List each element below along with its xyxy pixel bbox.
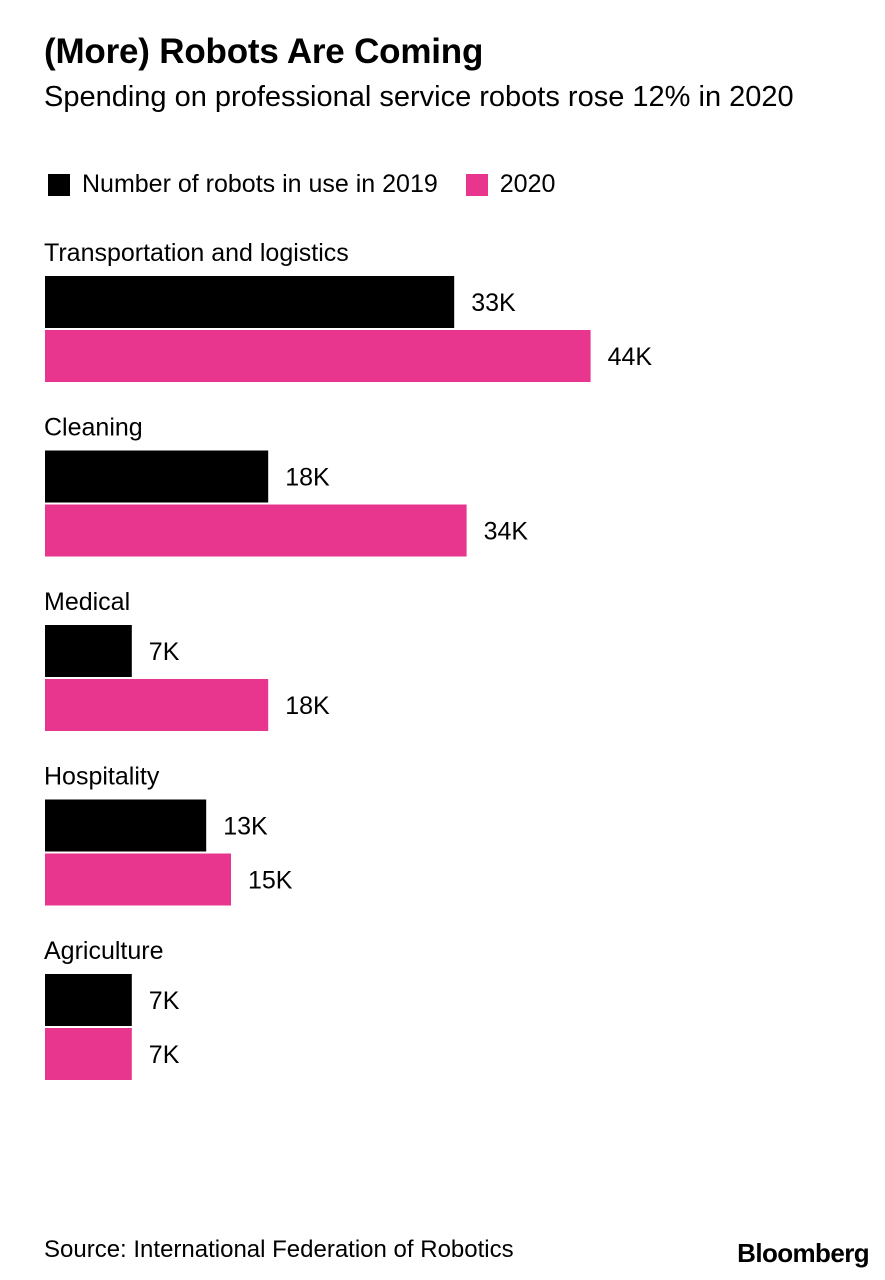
value-label-hospitality-2019: 13K — [223, 813, 268, 841]
chart-subtitle: Spending on professional service robots … — [44, 81, 794, 113]
category-label-cleaning: Cleaning — [44, 414, 143, 442]
source-note: Source: International Federation of Robo… — [44, 1236, 514, 1263]
category-label-transportation-and-logistics: Transportation and logistics — [44, 239, 349, 267]
bar-hospitality-2019 — [45, 799, 207, 852]
value-label-transportation-and-logistics-2019: 33K — [471, 289, 516, 317]
value-label-agriculture-2020: 7K — [149, 1041, 180, 1069]
value-label-medical-2020: 18K — [285, 692, 330, 720]
legend-swatch-2020 — [465, 173, 488, 196]
chart-title: (More) Robots Are Coming — [44, 32, 484, 71]
bar-transportation-and-logistics-2019 — [45, 276, 455, 328]
value-label-cleaning-2020: 34K — [484, 518, 529, 546]
legend-label-2020: 2020 — [499, 170, 556, 198]
bloomberg-logo: Bloomberg — [737, 1238, 869, 1268]
bar-agriculture-2019 — [45, 974, 132, 1026]
legend-item-2019: Number of robots in use in 2019 — [48, 170, 438, 199]
category-label-medical: Medical — [44, 588, 130, 616]
legend-label-2019: Number of robots in use in 2019 — [82, 170, 438, 198]
category-label-hospitality: Hospitality — [44, 763, 160, 791]
bar-cleaning-2019 — [45, 450, 269, 503]
value-label-medical-2019: 7K — [149, 638, 180, 666]
value-label-transportation-and-logistics-2020: 44K — [608, 343, 653, 371]
bar-transportation-and-logistics-2020 — [45, 330, 591, 382]
value-label-cleaning-2019: 18K — [285, 464, 330, 492]
bar-medical-2019 — [45, 625, 132, 677]
bar-cleaning-2020 — [45, 504, 467, 557]
bar-hospitality-2020 — [45, 853, 231, 906]
legend-item-2020: 2020 — [465, 170, 556, 199]
category-label-agriculture: Agriculture — [44, 937, 164, 965]
value-label-hospitality-2020: 15K — [248, 867, 293, 895]
bar-agriculture-2020 — [45, 1028, 132, 1080]
legend: Number of robots in use in 2019 2020 — [48, 170, 583, 199]
bar-medical-2020 — [45, 679, 269, 731]
value-label-agriculture-2019: 7K — [149, 987, 180, 1015]
legend-swatch-2019 — [48, 173, 70, 196]
